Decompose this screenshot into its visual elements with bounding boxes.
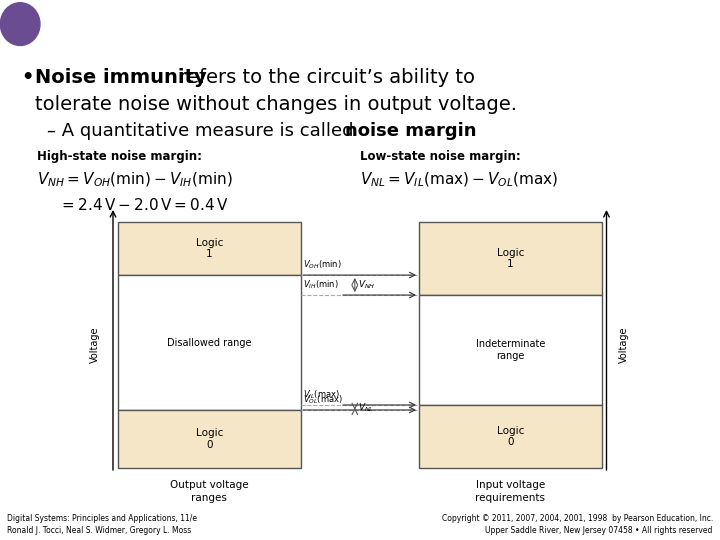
Text: •: • [21, 68, 34, 87]
Text: tolerate noise without changes in output voltage.: tolerate noise without changes in output… [35, 95, 517, 114]
Text: Indeterminate
range: Indeterminate range [476, 339, 545, 361]
Text: $V_{NL}$: $V_{NL}$ [358, 401, 374, 414]
Text: – A quantitative measure is called: – A quantitative measure is called [47, 122, 359, 140]
Text: Logic
1: Logic 1 [497, 248, 524, 269]
Bar [419, 222, 602, 295]
Ellipse shape [0, 3, 40, 45]
Text: $V_{NH} = V_{OH}(\mathrm{min}) - V_{IH}(\mathrm{min})$: $V_{NH} = V_{OH}(\mathrm{min}) - V_{IH}(… [37, 170, 233, 188]
Text: Digital Systems: Principles and Applications, 11/e
Ronald J. Tocci, Neal S. Widm: Digital Systems: Principles and Applicat… [7, 514, 197, 535]
Text: $= 2.4\,\mathrm{V} - 2.0\,\mathrm{V} = 0.4\,\mathrm{V}$: $= 2.4\,\mathrm{V} - 2.0\,\mathrm{V} = 0… [59, 197, 228, 213]
Bar [419, 295, 602, 405]
Text: $V_{IH}(\min)$: $V_{IH}(\min)$ [304, 279, 339, 291]
Text: refers to the circuit’s ability to: refers to the circuit’s ability to [174, 68, 475, 87]
Bar [118, 222, 300, 275]
Text: Voltage: Voltage [619, 327, 629, 363]
Text: noise margin: noise margin [345, 122, 477, 140]
Text: Input voltage
requirements: Input voltage requirements [475, 480, 545, 503]
Text: High-state noise margin:: High-state noise margin: [37, 150, 202, 163]
Text: Noise immunity: Noise immunity [35, 68, 207, 87]
Text: $V_{OH}(\min)$: $V_{OH}(\min)$ [304, 259, 342, 271]
Bar [118, 275, 300, 410]
Text: Output voltage
ranges: Output voltage ranges [170, 480, 248, 503]
Text: Copyright © 2011, 2007, 2004, 2001, 1998  by Pearson Education, Inc.
Upper Saddl: Copyright © 2011, 2007, 2004, 2001, 1998… [441, 514, 713, 535]
Text: $V_{OL}(\max)$: $V_{OL}(\max)$ [304, 394, 343, 406]
Text: Voltage: Voltage [90, 327, 100, 363]
Text: Logic
0: Logic 0 [196, 428, 223, 450]
Text: 8-1 Digital IC Terminology – Noise: 8-1 Digital IC Terminology – Noise [42, 15, 356, 33]
Text: Disallowed range: Disallowed range [167, 338, 251, 348]
Text: Logic
0: Logic 0 [497, 426, 524, 447]
Bar [118, 410, 300, 468]
Text: $V_{IL}(\max)$: $V_{IL}(\max)$ [304, 388, 341, 401]
Text: .: . [444, 122, 449, 140]
Text: $V_{NH}$: $V_{NH}$ [358, 279, 375, 291]
Bar [419, 405, 602, 468]
Text: $V_{NL} = V_{IL}(\mathrm{max}) - V_{OL}(\mathrm{max})$: $V_{NL} = V_{IL}(\mathrm{max}) - V_{OL}(… [360, 170, 558, 188]
Text: Low-state noise margin:: Low-state noise margin: [360, 150, 521, 163]
Text: Logic
1: Logic 1 [196, 238, 223, 259]
